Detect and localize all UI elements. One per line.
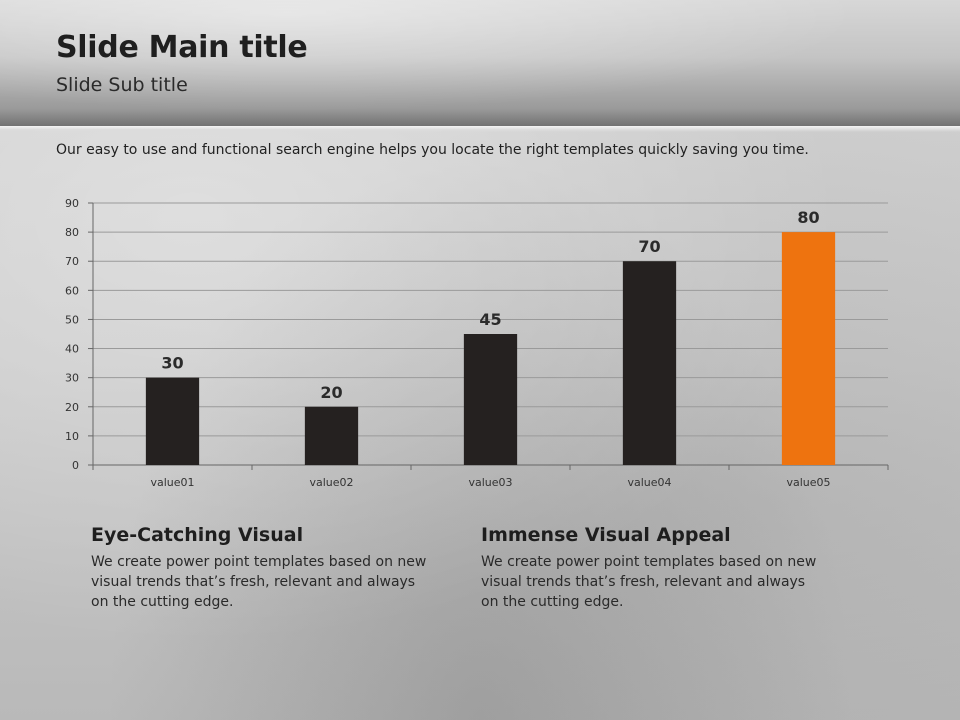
x-tick-label: value04 — [627, 476, 671, 489]
x-tick-label: value05 — [786, 476, 830, 489]
feature-eye-catching: Eye-Catching Visual We create power poin… — [91, 524, 431, 612]
header-band — [0, 0, 960, 128]
data-label: 70 — [638, 237, 660, 256]
header-divider — [0, 126, 960, 132]
y-tick-label: 80 — [65, 226, 79, 239]
data-label: 80 — [797, 208, 819, 227]
y-tick-label: 50 — [65, 313, 79, 326]
slide-title: Slide Main title — [56, 30, 308, 65]
y-tick-label: 10 — [65, 430, 79, 443]
bar-value03 — [463, 334, 518, 465]
chart-bars — [145, 232, 836, 465]
slide-subtitle: Slide Sub title — [56, 74, 188, 96]
y-tick-label: 40 — [65, 343, 79, 356]
x-tick-label: value01 — [150, 476, 194, 489]
y-tick-label: 20 — [65, 401, 79, 414]
bar-value02 — [304, 406, 359, 465]
y-tick-label: 30 — [65, 372, 79, 385]
intro-text: Our easy to use and functional search en… — [56, 142, 809, 158]
feature-body: We create power point templates based on… — [91, 554, 427, 610]
x-tick-label: value03 — [468, 476, 512, 489]
y-tick-label: 90 — [65, 197, 79, 210]
feature-visual-appeal: Immense Visual Appeal We create power po… — [481, 524, 821, 612]
bar-value05 — [781, 232, 836, 465]
data-label: 30 — [161, 354, 183, 373]
chart-labels: 0 10 20 30 40 50 60 70 80 90 30 value01 20 value02 45 v… — [65, 197, 831, 489]
y-tick-label: 70 — [65, 255, 79, 268]
bar-value04 — [622, 261, 677, 465]
y-tick-label: 60 — [65, 284, 79, 297]
x-tick-label: value02 — [309, 476, 353, 489]
feature-heading: Eye-Catching Visual — [91, 524, 304, 546]
data-label: 20 — [320, 383, 342, 402]
data-label: 45 — [479, 310, 501, 329]
feature-body: We create power point templates based on… — [481, 554, 817, 610]
bar-value01 — [145, 377, 200, 465]
feature-heading: Immense Visual Appeal — [481, 524, 731, 546]
y-tick-label: 0 — [72, 459, 79, 472]
